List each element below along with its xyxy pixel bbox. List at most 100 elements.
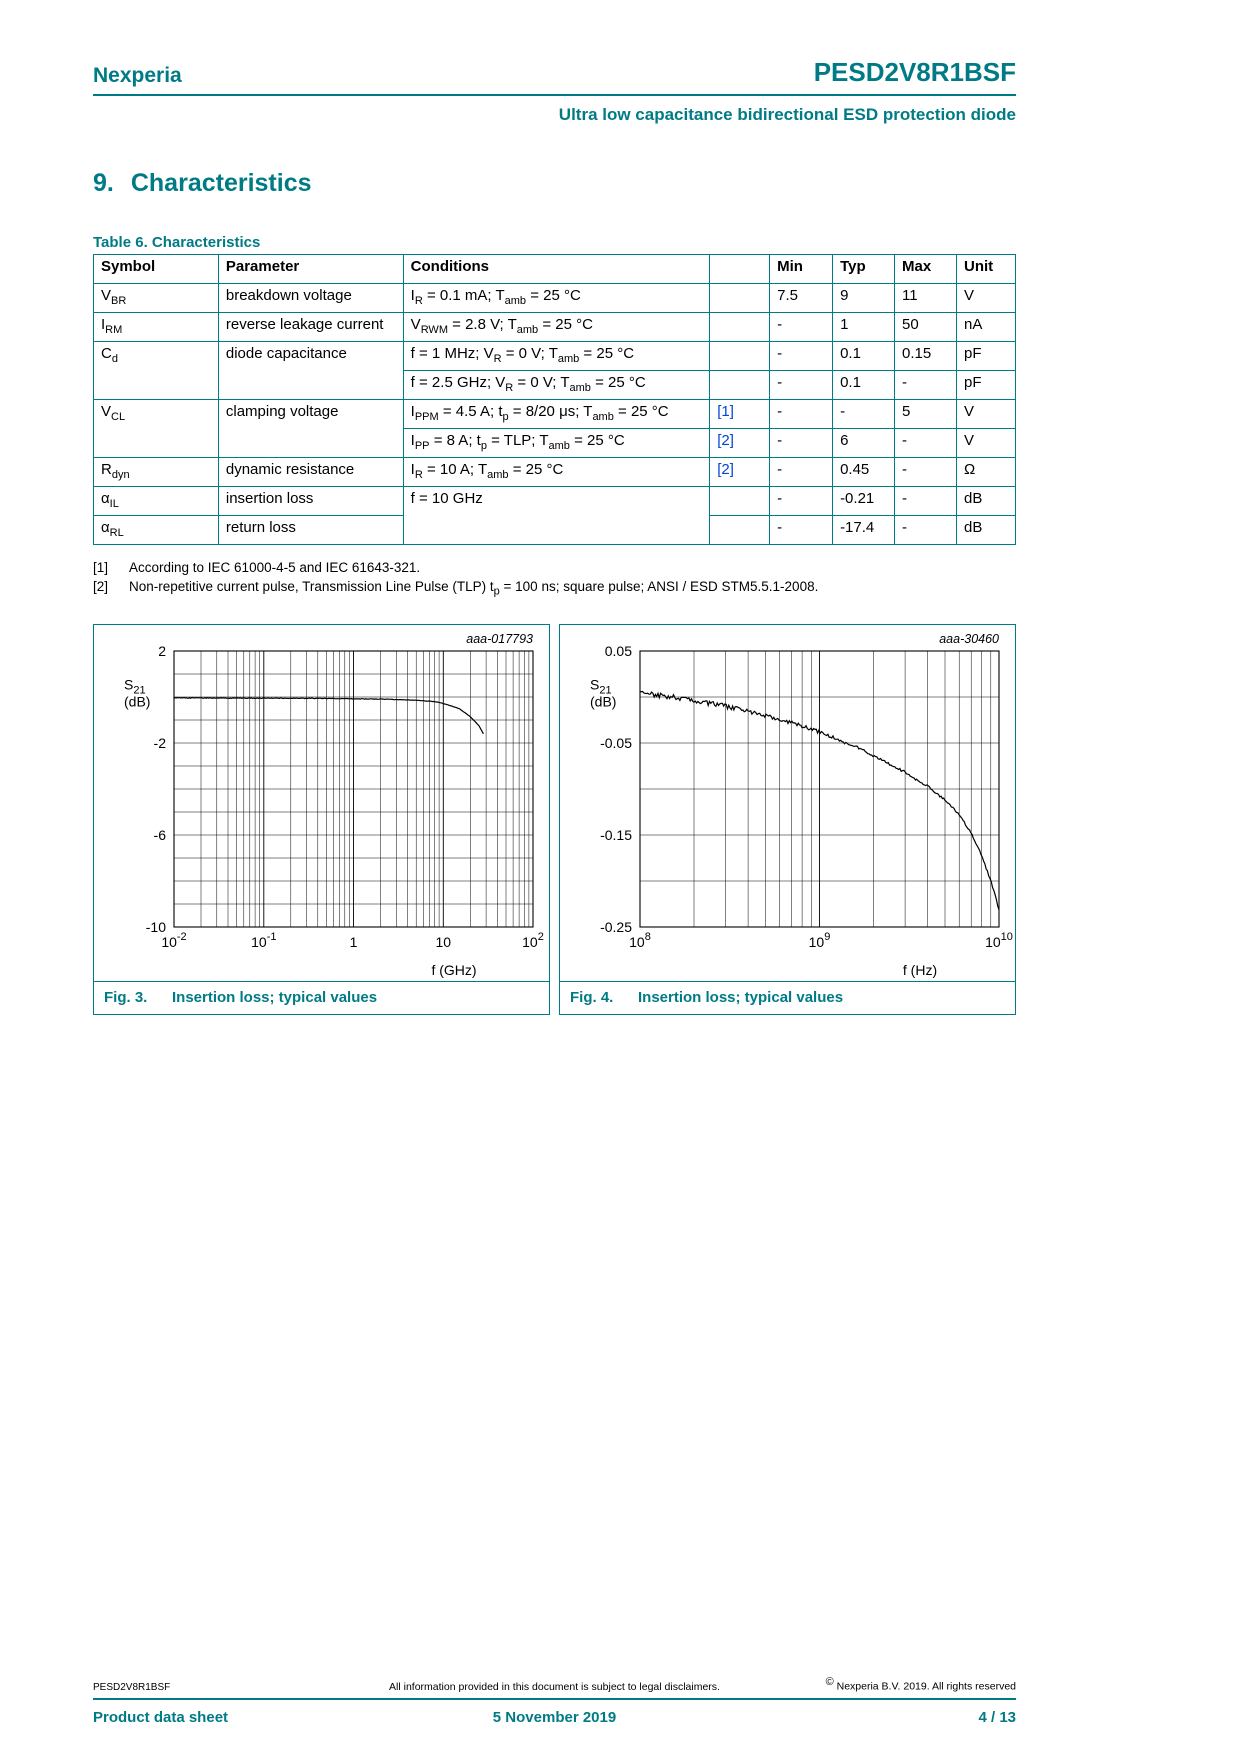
col-header-typ: Typ <box>832 254 896 284</box>
page-header: Nexperia PESD2V8R1BSF <box>93 0 1016 88</box>
cell-conditions: IR = 10 A; Tamb = 25 °C <box>402 457 711 487</box>
cell-typ: -0.21 <box>832 486 896 516</box>
footnote-ref-link[interactable]: [1] <box>717 403 734 420</box>
footer-page-number: 4 / 13 <box>978 1708 1017 1726</box>
y-tick-label: -0.15 <box>600 827 632 843</box>
y-tick-label: 2 <box>158 643 166 659</box>
figure-4-label: Fig. 4. <box>570 988 614 1006</box>
cell-unit: V <box>955 399 1017 429</box>
table-row: Rdyn dynamic resistance IR = 10 A; Tamb = … <box>93 457 1017 487</box>
figures-row: 2 -2 -6 -10 10-2 10-1 1 10 102 f (GHz) S21 (dB) aaa-… <box>93 623 1016 1015</box>
footnote-1-marker: [1] <box>93 560 109 575</box>
cell-max: 0.15 <box>894 341 957 371</box>
cell-symbol: Rdyn <box>93 457 219 487</box>
cell-conditions: f = 1 MHz; VR = 0 V; Tamb = 25 °C <box>402 341 711 371</box>
x-tick-label: 1 <box>350 934 358 950</box>
cell-typ: 0.1 <box>832 341 896 371</box>
x-tick-label: 10 <box>436 934 452 950</box>
chart-curve <box>173 696 484 734</box>
page-content: Nexperia PESD2V8R1BSF Ultra low capacita… <box>93 0 1017 1015</box>
footer-small-row: PESD2V8R1BSF All information provided in… <box>93 1676 1016 1693</box>
cell-unit: nA <box>955 312 1017 342</box>
cell-ref <box>709 312 771 342</box>
cell-max: - <box>894 457 957 487</box>
col-header-ref <box>709 254 771 284</box>
x-tick-label: 10-1 <box>251 931 276 950</box>
cell-typ: - <box>832 399 896 429</box>
cell-ref: [1] <box>709 399 771 429</box>
cell-max: - <box>894 428 957 458</box>
cell-conditions: IPPM = 4.5 A; tp = 8/20 μs; Tamb = 25 °C <box>402 399 711 429</box>
cell-typ: 9 <box>832 283 896 313</box>
cell-unit: dB <box>955 486 1017 516</box>
y-tick-label: -6 <box>154 827 167 843</box>
footnote-ref-link[interactable]: [2] <box>717 461 734 478</box>
section-title: 9. Characteristics <box>93 169 1016 198</box>
x-tick-label: 109 <box>809 931 831 950</box>
cell-min: - <box>769 515 834 545</box>
y-tick-label: -0.05 <box>600 735 632 751</box>
col-header-parameter: Parameter <box>217 254 404 284</box>
cell-typ: 0.1 <box>832 370 896 400</box>
footer-copyright: © Nexperia B.V. 2019. All rights reserve… <box>825 1676 1016 1693</box>
figure-3: 2 -2 -6 -10 10-2 10-1 1 10 102 f (GHz) S21 (dB) aaa-… <box>93 623 550 1015</box>
plot-id-annotation: aaa-017793 <box>466 632 533 646</box>
cell-min: 7.5 <box>769 283 834 313</box>
cell-parameter: insertion loss <box>217 486 404 516</box>
table-row: IRM reverse leakage current VRWM = 2.8 V; … <box>93 312 1017 342</box>
cell-symbol: Cd <box>93 341 219 400</box>
table-row: f = 2.5 GHz; VR = 0 V; Tamb = 25 °C -0.1-… <box>94 370 1017 400</box>
x-tick-label: 1010 <box>985 931 1013 950</box>
cell-min: - <box>769 457 834 487</box>
cell-max: - <box>894 486 957 516</box>
footer-rule <box>93 1697 1016 1700</box>
y-axis-label: S21 <box>590 676 612 696</box>
cell-ref <box>709 341 771 371</box>
cell-parameter: dynamic resistance <box>217 457 404 487</box>
col-header-conditions: Conditions <box>402 254 711 284</box>
plot-border <box>173 650 534 928</box>
brand-logo: Nexperia <box>93 64 182 87</box>
footnote-2-marker: [2] <box>93 579 109 594</box>
cell-max: 5 <box>894 399 957 429</box>
cell-parameter: clamping voltage <box>217 399 404 458</box>
cell-max: 50 <box>894 312 957 342</box>
footnote-1: [1] According to IEC 61000-4-5 and IEC 6… <box>93 560 1016 575</box>
table-row: VCL clamping voltage IPPM = 4.5 A; tp = 8/… <box>93 399 1017 458</box>
cell-ref: [2] <box>709 428 771 458</box>
cell-typ: 0.45 <box>832 457 896 487</box>
insertion-loss-chart-ghz: 2 -2 -6 -1010-2 10-1 1 10 102 f (GHz) S21(dB) aaa-… <box>124 632 544 978</box>
footnote-2: [2] Non-repetitive current pulse, Transm… <box>93 579 1016 598</box>
figure-3-caption-text: Insertion loss; typical values <box>172 988 378 1006</box>
page-footer: PESD2V8R1BSF All information provided in… <box>93 1676 1016 1726</box>
cell-typ: 1 <box>832 312 896 342</box>
cell-conditions: f = 10 GHz <box>402 486 711 545</box>
col-header-min: Min <box>769 254 834 284</box>
cell-symbol: αRL <box>93 515 219 545</box>
cell-parameter: diode capacitance <box>217 341 404 400</box>
x-tick-label: 108 <box>629 931 651 950</box>
footnote-1-text: According to IEC 61000-4-5 and IEC 61643… <box>129 560 421 575</box>
footer-date: 5 November 2019 <box>492 1708 617 1726</box>
footer-doc-type: Product data sheet <box>93 1708 229 1726</box>
cell-min: - <box>769 370 834 400</box>
footer-main-row: Product data sheet 5 November 2019 4 / 1… <box>93 1709 1016 1726</box>
cell-min: - <box>769 399 834 429</box>
x-tick-label: 102 <box>522 931 544 950</box>
col-header-max: Max <box>894 254 957 284</box>
footnote-2-text: Non-repetitive current pulse, Transmissi… <box>129 579 819 598</box>
cell-conditions: f = 2.5 GHz; VR = 0 V; Tamb = 25 °C <box>402 370 711 400</box>
cell-min: - <box>769 341 834 371</box>
plot-id-annotation: aaa-30460 <box>939 632 999 646</box>
table-row: αRL return loss - -17.4- dB <box>93 515 1017 545</box>
cell-parameter: return loss <box>217 515 404 545</box>
y-axis-unit: (dB) <box>124 693 150 709</box>
y-axis-label: S21 <box>124 676 146 696</box>
header-rule <box>93 94 1016 96</box>
table-row: Cd diode capacitance f = 1 MHz; VR = 0 V; … <box>93 341 1017 400</box>
figure-3-caption: Fig. 3. Insertion loss; typical values <box>94 980 549 1014</box>
cell-symbol: VCL <box>93 399 219 458</box>
table-row: VBR breakdown voltage IR = 0.1 mA; Tamb = … <box>93 283 1017 313</box>
footnote-ref-link[interactable]: [2] <box>717 432 734 449</box>
